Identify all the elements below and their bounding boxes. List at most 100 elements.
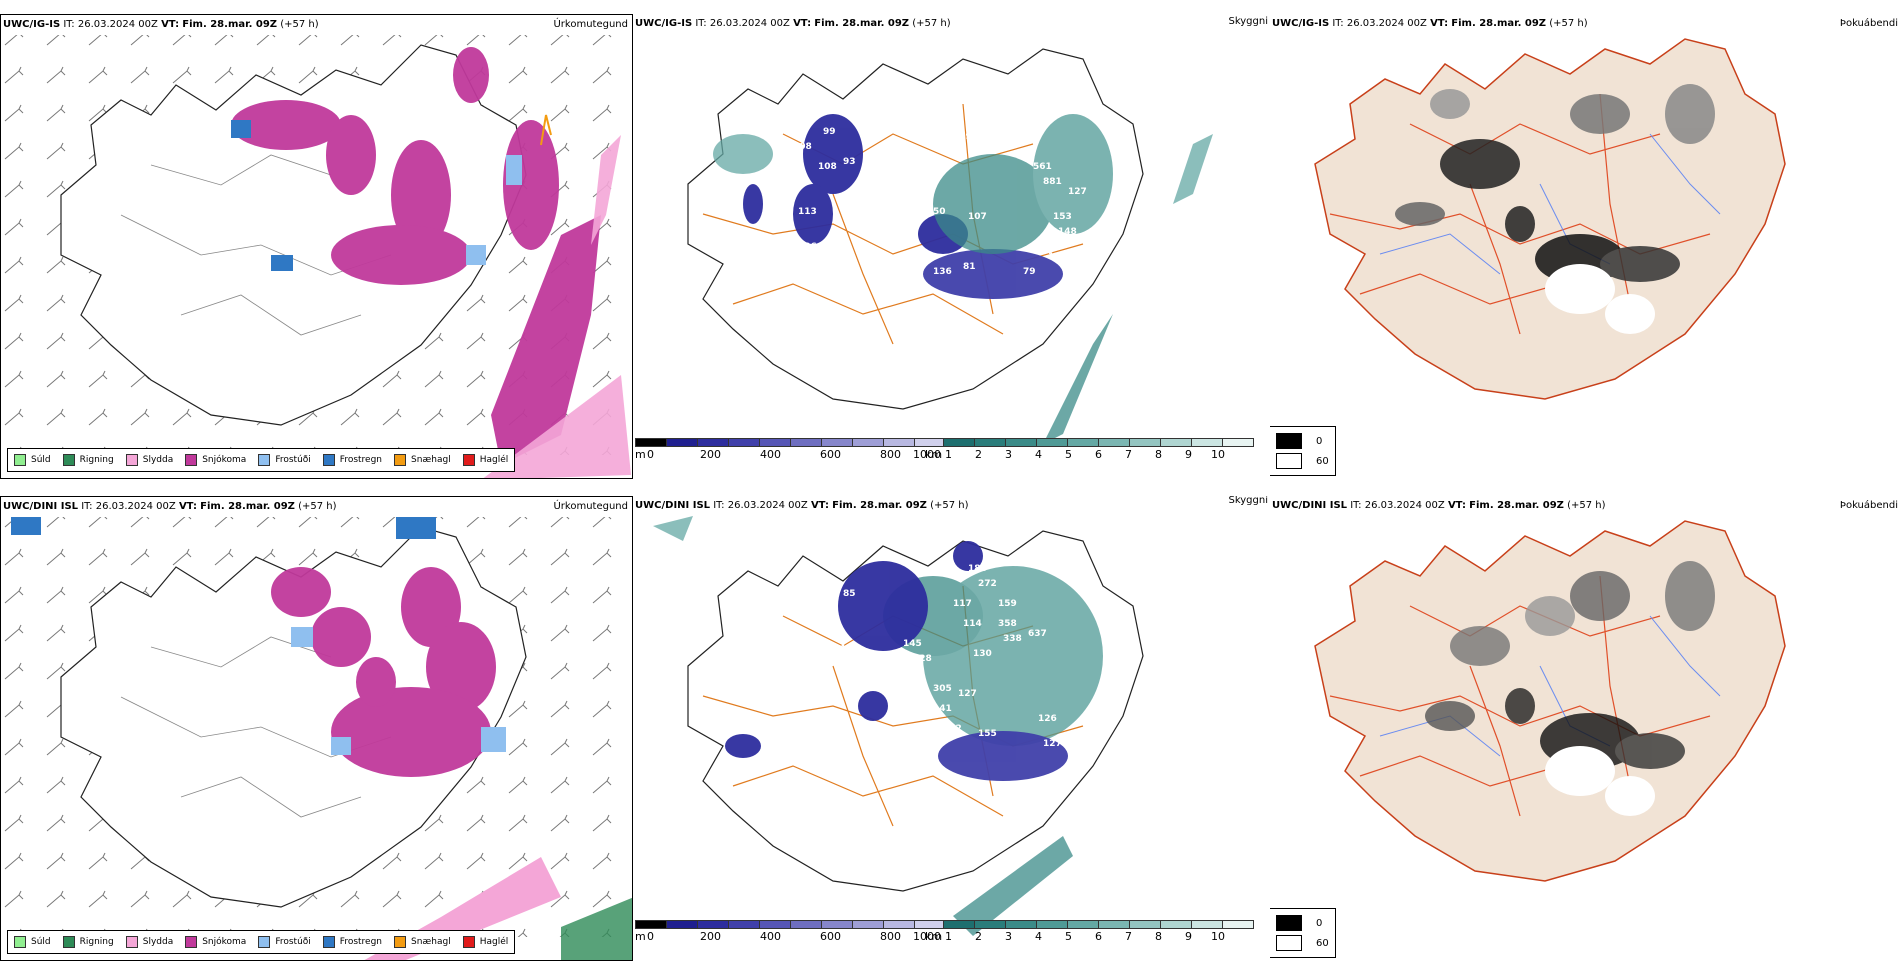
svg-text:127: 127 bbox=[958, 689, 977, 699]
tick-label: 2 bbox=[975, 930, 982, 943]
vt-value: Fim. 28.mar. 09Z bbox=[832, 500, 927, 511]
legend-item: Snæhagl bbox=[394, 454, 451, 466]
panel-title: Úrkomutegund bbox=[553, 501, 628, 512]
legend-item: Frostregn bbox=[322, 454, 382, 466]
tick-label: 1000 bbox=[913, 448, 941, 461]
legend-item: Slydda bbox=[125, 936, 173, 948]
svg-text:82: 82 bbox=[833, 719, 846, 729]
svg-text:561: 561 bbox=[1033, 162, 1052, 172]
iceland-outline bbox=[60, 44, 527, 426]
svg-text:117: 117 bbox=[728, 722, 747, 732]
freezing-areas bbox=[231, 120, 522, 271]
fog-shading bbox=[1425, 561, 1715, 769]
svg-text:272: 272 bbox=[978, 579, 997, 589]
visibility-map: 85 74 145 128 305 127 141 157 112 155 12… bbox=[653, 516, 1144, 936]
visibility-panel-bottom: UWC/DINI ISL IT: 26.03.2024 00Z VT: Fim.… bbox=[633, 496, 1270, 961]
panel-header: UWC/IG-IS IT: 26.03.2024 00Z VT: Fim. 28… bbox=[3, 19, 319, 30]
colorbar-unit: km bbox=[925, 448, 943, 461]
it-value: 26.03.2024 00Z bbox=[1346, 18, 1427, 29]
precip-type-panel-bottom: UWC/DINI ISL IT: 26.03.2024 00Z VT: Fim.… bbox=[0, 496, 633, 961]
tick-label: 4 bbox=[1035, 448, 1042, 461]
fog-legend: 0 60 bbox=[1270, 908, 1336, 958]
visibility-colorbar-m: m 0 200 400 600 800 1000 bbox=[635, 438, 946, 461]
tick-label: 5 bbox=[1065, 448, 1072, 461]
lead-time: (+57 h) bbox=[280, 19, 319, 30]
svg-text:106: 106 bbox=[798, 242, 817, 252]
precip-type-panel-top: UWC/IG-IS IT: 26.03.2024 00Z VT: Fim. 28… bbox=[0, 14, 633, 479]
panel-title: Skyggni bbox=[1228, 496, 1268, 506]
legend-item: Rigning bbox=[62, 454, 114, 466]
svg-text:112: 112 bbox=[943, 724, 962, 734]
legend-item: Haglél bbox=[462, 936, 508, 948]
svg-text:305: 305 bbox=[933, 684, 952, 694]
svg-text:141: 141 bbox=[933, 704, 952, 714]
low-visibility-areas bbox=[725, 541, 1068, 781]
tick-label: 2 bbox=[975, 448, 982, 461]
freezing-areas bbox=[11, 517, 506, 755]
legend-item: Súld bbox=[14, 936, 51, 948]
svg-text:113: 113 bbox=[798, 207, 817, 217]
svg-text:74: 74 bbox=[833, 644, 846, 654]
it-label: IT: bbox=[1350, 500, 1362, 511]
precip-map bbox=[1, 35, 632, 478]
tick-label: 5 bbox=[1065, 930, 1072, 943]
svg-text:116: 116 bbox=[903, 252, 922, 262]
lead-time: (+57 h) bbox=[1567, 500, 1606, 511]
fog-legend-item: 0 bbox=[1276, 431, 1329, 451]
tick-label: 800 bbox=[880, 448, 901, 461]
panel-header: UWC/DINI ISL IT: 26.03.2024 00Z VT: Fim.… bbox=[1272, 500, 1606, 511]
vt-label: VT: bbox=[178, 501, 197, 512]
svg-text:881: 881 bbox=[1043, 177, 1062, 187]
model-name: UWC/DINI ISL bbox=[1272, 500, 1348, 511]
vt-value: Fim. 28.mar. 09Z bbox=[182, 19, 278, 30]
panel-header: UWC/DINI ISL IT: 26.03.2024 00Z VT: Fim.… bbox=[635, 500, 969, 511]
svg-text:145: 145 bbox=[903, 639, 922, 649]
tick-label: 600 bbox=[820, 930, 841, 943]
tick-label: 0 bbox=[647, 448, 654, 461]
visibility-colorbar-m: m 0 200 400 600 800 1000 bbox=[635, 920, 946, 943]
visibility-panel-top: UWC/IG-IS IT: 26.03.2024 00Z VT: Fim. 28… bbox=[633, 14, 1270, 479]
svg-text:108: 108 bbox=[818, 162, 837, 172]
legend-item: Frostúði bbox=[258, 454, 311, 466]
svg-text:97: 97 bbox=[863, 177, 876, 187]
svg-text:188: 188 bbox=[968, 564, 987, 574]
precip-map bbox=[1, 517, 632, 960]
iceland-outline bbox=[1314, 520, 1786, 882]
fog-legend: 0 60 bbox=[1270, 426, 1336, 476]
colorbar-unit: m bbox=[635, 448, 646, 461]
fog-legend-item: 0 bbox=[1276, 913, 1329, 933]
tick-label: 600 bbox=[820, 448, 841, 461]
tick-label: 1000 bbox=[913, 930, 941, 943]
tick-label: 8 bbox=[1155, 930, 1162, 943]
it-label: IT: bbox=[63, 19, 75, 30]
it-label: IT: bbox=[1332, 18, 1344, 29]
svg-text:107: 107 bbox=[968, 212, 987, 222]
fog-panel-bottom: UWC/DINI ISL IT: 26.03.2024 00Z VT: Fim.… bbox=[1270, 496, 1900, 961]
tick-label: 7 bbox=[1125, 930, 1132, 943]
model-name: UWC/DINI ISL bbox=[635, 500, 711, 511]
vt-label: VT: bbox=[793, 18, 812, 29]
panel-header: UWC/DINI ISL IT: 26.03.2024 00Z VT: Fim.… bbox=[3, 501, 337, 512]
svg-text:637: 637 bbox=[1028, 629, 1047, 639]
visibility-map: 99 93 108 97 108 59 113 106 77 116 136 8… bbox=[687, 48, 1213, 444]
panel-header: UWC/IG-IS IT: 26.03.2024 00Z VT: Fim. 28… bbox=[1272, 18, 1588, 29]
panel-title: Úrkomutegund bbox=[553, 19, 628, 30]
svg-text:155: 155 bbox=[978, 729, 997, 739]
tick-label: 800 bbox=[880, 930, 901, 943]
legend-item: Slydda bbox=[125, 454, 173, 466]
model-name: UWC/IG-IS bbox=[635, 18, 693, 29]
legend-item: Súld bbox=[14, 454, 51, 466]
fog-legend-item: 60 bbox=[1276, 933, 1329, 953]
it-label: IT: bbox=[695, 18, 707, 29]
it-label: IT: bbox=[81, 501, 93, 512]
it-label: IT: bbox=[713, 500, 725, 511]
tick-label: 400 bbox=[760, 930, 781, 943]
model-name: UWC/IG-IS bbox=[3, 19, 61, 30]
lead-time: (+57 h) bbox=[912, 18, 951, 29]
precip-legend: Súld Rigning Slydda Snjókoma Frostúði Fr… bbox=[7, 448, 516, 472]
svg-text:127: 127 bbox=[1068, 187, 1087, 197]
tick-label: 200 bbox=[700, 930, 721, 943]
it-value: 26.03.2024 00Z bbox=[1364, 500, 1445, 511]
visibility-numbers: 85 74 145 128 305 127 141 157 112 155 12… bbox=[728, 564, 1062, 749]
tick-label: 400 bbox=[760, 448, 781, 461]
